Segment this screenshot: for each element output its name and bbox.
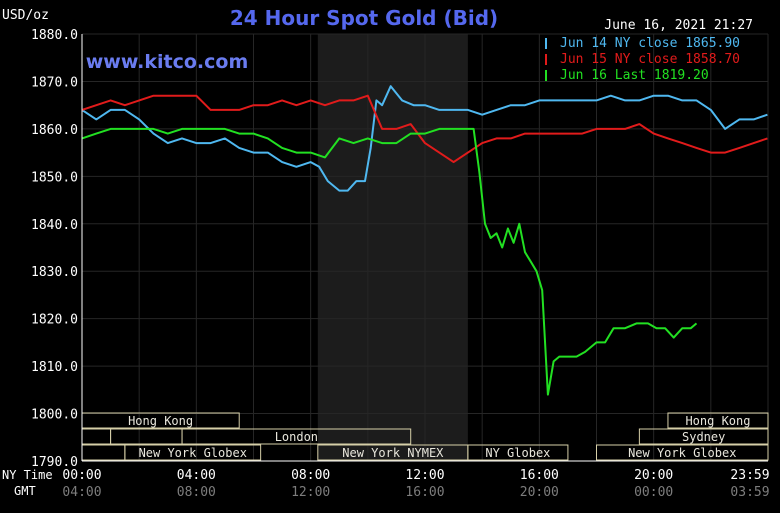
y-tick-label: 1860.0 <box>31 123 78 138</box>
session-label: NY Globex <box>485 446 550 460</box>
session-bars: Hong Kong Hong Kong London Sydney New York G… <box>81 412 769 461</box>
x-tick-label-gmt: 04:00 <box>62 485 101 500</box>
x-tick-label-ny: 20:00 <box>634 468 673 483</box>
x-tick-label-ny: 08:00 <box>291 468 330 483</box>
chart-datetime: June 16, 2021 21:27 <box>604 18 753 33</box>
session-box <box>596 444 769 461</box>
y-tick-label: 1820.0 <box>31 313 78 328</box>
shaded-session-region <box>317 34 468 461</box>
x-tick-label-gmt: 00:00 <box>634 485 673 500</box>
y-tick-labels: 1880.0 1870.0 1860.0 1850.0 1840.0 1830.0 1820… <box>31 28 78 470</box>
session-box <box>667 412 769 429</box>
series-line <box>81 127 698 396</box>
session-label: Hong Kong <box>128 414 193 428</box>
session-box <box>467 444 569 461</box>
watermark-text: www.kitco.com <box>86 51 249 73</box>
y-tick-label: 1880.0 <box>31 28 78 43</box>
x-tick-label-gmt: 03:59 <box>730 485 769 500</box>
x-tick-label-ny: 04:00 <box>177 468 216 483</box>
y-tick-label: 1840.0 <box>31 218 78 233</box>
series-line <box>81 94 768 164</box>
legend-entry: Jun 14 NY close 1865.90 <box>560 36 740 51</box>
session-box <box>124 444 262 461</box>
session-label: New York Globex <box>139 446 247 460</box>
session-label: London <box>275 430 318 444</box>
y-tick-label: 1800.0 <box>31 408 78 423</box>
x-tick-label-gmt: 20:00 <box>520 485 559 500</box>
ny-time-row-label: NY Time <box>2 468 53 482</box>
x-tick-label-ny: 00:00 <box>62 468 101 483</box>
y-tick-label: 1870.0 <box>31 75 78 90</box>
session-box <box>638 428 769 445</box>
x-tick-label-ny: 16:00 <box>520 468 559 483</box>
y-axis-unit-label: USD/oz <box>2 8 49 23</box>
x-tick-label-gmt: 12:00 <box>291 485 330 500</box>
y-tick-label: 1790.0 <box>31 455 78 470</box>
series-line <box>81 85 768 192</box>
series-lines <box>81 85 768 396</box>
session-label: New York Globex <box>628 446 736 460</box>
session-label: Sydney <box>682 430 725 444</box>
session-box <box>181 428 412 445</box>
x-tick-label-gmt: 08:00 <box>177 485 216 500</box>
y-tick-label: 1850.0 <box>31 170 78 185</box>
x-tick-labels: 00:00 04:00 04:00 08:00 08:00 12:00 12:00 16:00… <box>62 468 769 500</box>
legend-entry: Jun 16 Last 1819.20 <box>560 68 709 83</box>
session-label: New York NYMEX <box>342 446 444 460</box>
y-tick-label: 1830.0 <box>31 265 78 280</box>
session-label: Hong Kong <box>685 414 750 428</box>
x-tick-label-gmt: 16:00 <box>405 485 444 500</box>
legend-entry: Jun 15 NY close 1858.70 <box>560 52 740 67</box>
y-tick-label: 1810.0 <box>31 360 78 375</box>
x-tick-label-ny: 23:59 <box>730 468 769 483</box>
x-tick-label-ny: 12:00 <box>405 468 444 483</box>
chart-title: 24 Hour Spot Gold (Bid) <box>230 6 498 30</box>
gmt-row-label: GMT <box>14 484 36 498</box>
